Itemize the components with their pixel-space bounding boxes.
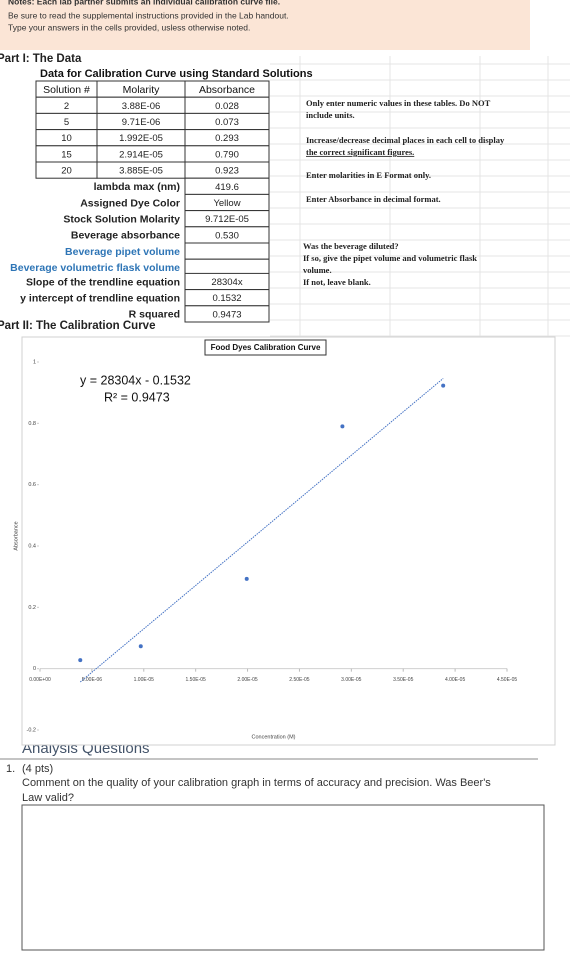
instruction: the correct significant figures. (306, 147, 414, 157)
param-cell (184, 242, 270, 260)
question-points: (4 pts) (22, 763, 53, 775)
question-number: 1. (6, 763, 15, 775)
sheet-grid (270, 56, 570, 340)
y-tick-label: -0.2 (27, 727, 36, 733)
note: Notes: Each lab partner submits an indiv… (8, 0, 280, 6)
cell-text: 2.914E-05 (119, 149, 163, 160)
y-tick-label: 1 (33, 359, 36, 365)
x-tick-label: 3.00E-05 (341, 677, 362, 683)
param-label: lambda max (nm) (94, 181, 180, 193)
cell-text: 5 (64, 117, 69, 128)
point (441, 383, 446, 388)
point (78, 658, 83, 663)
header-text: Molarity (123, 84, 161, 96)
cell-text: 15 (61, 149, 72, 160)
param-label: y intercept of trendline equation (20, 292, 180, 304)
answer-box[interactable] (21, 804, 545, 951)
instruction: Only enter numeric values in these table… (306, 98, 491, 108)
x-tick-label: 1.00E-05 (134, 677, 155, 683)
instruction: If not, leave blank. (303, 277, 371, 287)
cell-text: 9.71E-06 (122, 117, 161, 128)
part2-title: Part II: The Calibration Curve (0, 320, 155, 332)
instruction: If so, give the pipet volume and volumet… (303, 253, 477, 263)
param-label: Assigned Dye Color (80, 197, 180, 209)
cell-text: 0.790 (215, 149, 239, 160)
question-text: Law valid? (22, 792, 74, 804)
part1-title: Part I: The Data (0, 53, 82, 65)
chart-title: Food Dyes Calibration Curve (211, 343, 321, 352)
y-tick-label: 0.8 (28, 421, 36, 427)
cell-text: 1.992E-05 (119, 133, 163, 144)
cell-text: 2 (64, 101, 69, 112)
instruction: Enter Absorbance in decimal format. (306, 194, 441, 204)
instruction: include units. (306, 110, 355, 120)
note: Type your answers in the cells provided,… (8, 22, 250, 32)
instruction: Enter molarities in E Format only. (306, 170, 431, 180)
note: Be sure to read the supplemental instruc… (8, 10, 289, 20)
y-tick-label: 0.6 (28, 482, 36, 488)
x-tick-label: 5.00E-06 (82, 677, 103, 683)
annotation: y = 28304x - 0.1532 (80, 373, 191, 387)
param-label: Beverage pipet volume (65, 246, 180, 258)
cell-text: 0.073 (215, 117, 239, 128)
table-title: Data for Calibration Curve using Standar… (40, 68, 313, 80)
annotation: R² = 0.9473 (104, 390, 170, 404)
cell-text: 0.028 (215, 101, 239, 112)
param-value: 0.9473 (212, 309, 241, 320)
cell-text: 10 (61, 133, 72, 144)
x-tick-label: 4.00E-05 (445, 677, 466, 683)
cell-text: 0.293 (215, 133, 239, 144)
x-axis-label: Concentration (M) (251, 734, 295, 740)
param-value: 9.712E-05 (205, 214, 249, 225)
param-label: R squared (129, 309, 180, 321)
param-value: 28304x (211, 277, 242, 288)
point (340, 424, 345, 429)
point (138, 644, 143, 649)
x-tick-label: 2.50E-05 (289, 677, 310, 683)
notes-box (0, 0, 530, 50)
x-tick-label: 3.50E-05 (393, 677, 414, 683)
y-tick-label: 0.2 (28, 605, 36, 611)
cell-text: 0.923 (215, 166, 239, 177)
param-label: Beverage absorbance (71, 230, 180, 242)
chart-area (21, 336, 556, 746)
x-tick-label: 0.00E+00 (29, 677, 51, 683)
x-tick-label: 4.50E-05 (497, 677, 518, 683)
instruction: Increase/decrease decimal places in each… (306, 135, 505, 145)
trendline (79, 378, 444, 683)
x-tick-label: 1.50E-05 (186, 677, 207, 683)
param-label: Slope of the trendline equation (26, 276, 180, 288)
y-axis-label: Absorbance (13, 521, 19, 550)
cell-text: 20 (61, 166, 72, 177)
chart: Food Dyes Calibration Curve -0.2 0 0.2 0.4 0.… (13, 336, 556, 746)
param-value: 0.530 (215, 230, 239, 241)
x-tick-label: 2.00E-05 (237, 677, 258, 683)
param-value: 419.6 (215, 182, 239, 193)
param-label: Stock Solution Molarity (63, 213, 180, 225)
instruction: volume. (303, 265, 332, 275)
header-text: Solution # (43, 84, 90, 96)
instruction: Was the beverage diluted? (303, 241, 399, 251)
point (244, 576, 249, 581)
param-value: 0.1532 (212, 293, 241, 304)
param-cell (184, 305, 270, 323)
cell-text: 3.885E-05 (119, 166, 163, 177)
y-tick-label: 0.4 (28, 543, 36, 549)
param-label: Beverage volumetric flask volume (10, 262, 180, 274)
param-value: Yellow (213, 198, 240, 209)
chart-title-box (204, 339, 327, 356)
question-text: Comment on the quality of your calibrati… (22, 777, 491, 789)
header-text: Absorbance (199, 84, 255, 96)
y-tick-label: 0 (33, 666, 36, 672)
cell-text: 3.88E-06 (122, 101, 161, 112)
